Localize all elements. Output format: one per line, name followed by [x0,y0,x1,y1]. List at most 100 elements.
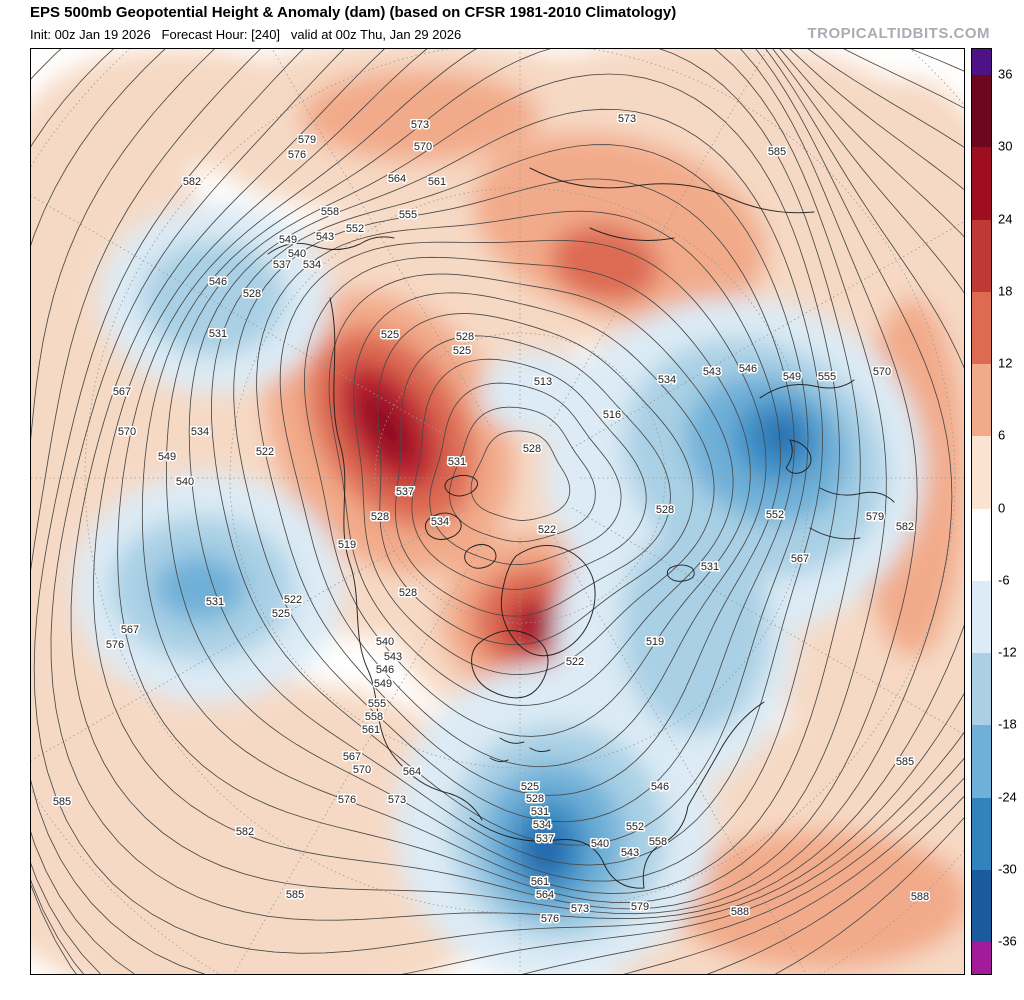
anomaly-blob [155,555,245,621]
height-contour-522 [411,358,647,590]
height-contour-567 [70,48,953,915]
contour-label: 573 [618,113,636,125]
colorbar-tick-label: -12 [998,644,1017,660]
contour-label: 525 [381,329,399,341]
contour-label: 558 [649,836,667,848]
colorbar-segment [972,508,991,581]
anomaly-blob [620,523,770,733]
contour-label: 531 [206,596,224,608]
contour-label: 570 [118,426,136,438]
contour-label: 531 [209,328,227,340]
chart-title: EPS 500mb Geopotential Height & Anomaly … [30,4,677,21]
contour-label: 534 [658,374,676,386]
contour-label: 585 [286,889,304,901]
contour-label: 534 [303,259,321,271]
height-contour-525 [395,335,671,617]
contour-label: 552 [766,509,784,521]
coastline-siberia-2 [589,227,675,241]
height-contour-543 [256,210,781,796]
contour-label: 525 [272,608,290,620]
contour-label: 528 [523,443,541,455]
coastline-uk [785,439,812,474]
contour-label: 519 [338,539,356,551]
colorbar: 36 30 24 18 12 6 0 -6 -12 -18 -24 -30 -36 [971,48,1024,975]
coastlines [267,167,895,889]
contour-label: 567 [791,553,809,565]
colorbar-segment [972,725,991,798]
contour-label: 558 [365,711,383,723]
coastline-iceland [666,564,695,582]
colorbar-segment [972,147,991,220]
colorbar-ticks: 36 30 24 18 12 6 0 -6 -12 -18 -24 -30 -36 [971,48,1024,975]
colorbar-segment [972,219,991,292]
contour-label: 534 [191,426,209,438]
colorbar-tick-label: 0 [998,500,1006,515]
colorbar-segment [972,942,991,974]
coastline-scandinavia [759,379,855,399]
contour-label: 525 [521,781,539,793]
height-contour-546 [233,178,795,823]
contour-label: 531 [448,456,466,468]
colorbar-tick-label: 12 [998,355,1013,371]
colorbar-segment [972,869,991,942]
contour-label: 528 [526,793,544,805]
anomaly-blob [524,822,568,878]
contour-label: 543 [621,847,639,859]
height-contour-531 [353,292,715,676]
height-contour-555 [165,73,840,882]
contour-label: 576 [338,794,356,806]
contour-label: 546 [376,664,394,676]
anomaly-blob [524,614,550,640]
colorbar-segment [972,75,991,148]
colorbar-tick-label: 24 [998,211,1013,226]
height-contour-573 [33,48,965,954]
anomaly-shading [30,48,965,975]
contour-label: 585 [53,796,71,808]
colorbar-segment [972,580,991,653]
contour-label: 513 [534,376,552,388]
contour-label: 543 [703,366,721,378]
contour-label: 582 [896,521,914,533]
contour-label: 540 [288,248,306,260]
height-contour-552 [188,108,823,866]
anomaly-blob [141,240,285,356]
coastline-na-west-coast [329,297,393,755]
contour-label: 570 [414,141,432,153]
contour-label: 561 [362,724,380,736]
colorbar-tick-label: 36 [998,66,1013,82]
height-contour-576 [30,48,965,975]
contour-label: 561 [531,876,549,888]
contour-label: 522 [566,656,584,668]
contour-label: 546 [651,781,669,793]
coastline-greenland [500,545,596,657]
coastline-bering [267,236,395,255]
contour-label: 549 [158,451,176,463]
contour-label: 564 [388,173,406,185]
contour-label: 561 [428,176,446,188]
anomaly-blob [550,224,660,302]
anomaly-blob [300,70,540,162]
contour-label: 585 [896,756,914,768]
colorbar-tick-label: -30 [998,861,1017,877]
contour-label: 540 [176,476,194,488]
coastline-great-lakes [489,737,551,763]
contour-label: 522 [538,524,556,536]
coastline-hudson-bay [471,630,549,699]
contour-label: 528 [243,288,261,300]
height-contour-585 [30,48,965,975]
coastline-siberia-1 [529,167,815,214]
contour-label: 573 [411,119,429,131]
contour-label: 546 [209,276,227,288]
contour-label: 528 [656,504,674,516]
colorbar-segment [972,797,991,870]
contour-label: 570 [353,764,371,776]
colorbar-segment [972,436,991,509]
coastline-mexico [391,753,483,821]
contour-label: 552 [626,821,644,833]
contour-label: 531 [531,806,549,818]
contour-label: 552 [346,223,364,235]
contour-label: 528 [371,511,389,523]
colorbar-tick-label: -6 [998,572,1010,588]
colorbar-tick-label: -36 [998,933,1017,949]
